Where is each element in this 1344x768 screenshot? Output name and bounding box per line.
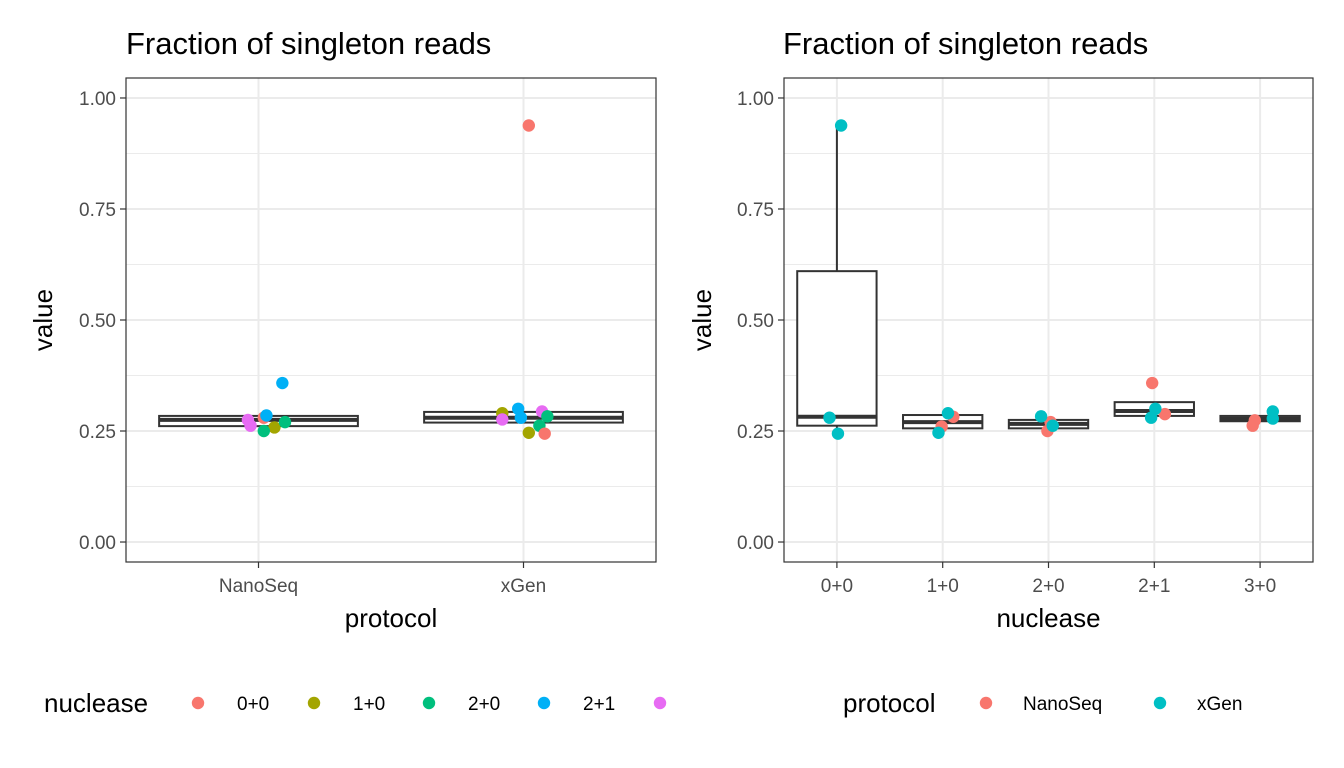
- x-axis-title: nuclease: [996, 603, 1100, 633]
- data-point: [522, 426, 535, 439]
- chart-right-nuclease: 0.00 0.25 0.50 0.75 1.00 0+0 1+0 2+0 2+1 3+0 Fract…: [687, 26, 1314, 718]
- data-point: [1248, 414, 1262, 427]
- data-point: [823, 411, 836, 424]
- y-tick-label: 1.00: [79, 89, 116, 110]
- data-point: [278, 415, 292, 429]
- y-tick-label: 0.75: [737, 200, 774, 221]
- data-point: [941, 407, 955, 420]
- data-point: [1046, 419, 1059, 432]
- y-tick-label: 0.00: [79, 533, 116, 554]
- x-tick-label: 2+1: [1138, 576, 1170, 597]
- chart-title: Fraction of singleton reads: [783, 26, 1148, 61]
- chart-title: Fraction of singleton reads: [126, 26, 491, 61]
- x-tick-label: NanoSeq: [219, 576, 298, 597]
- y-axis-title: value: [28, 289, 58, 351]
- data-point: [514, 411, 528, 424]
- data-point: [1034, 410, 1048, 423]
- legend-key: [422, 696, 436, 710]
- y-tick-label: 0.25: [737, 422, 774, 443]
- data-point: [257, 424, 270, 438]
- legend-key: [307, 696, 321, 710]
- legend-key: [653, 696, 667, 710]
- x-tick-label: 1+0: [927, 576, 959, 597]
- y-tick-label: 0.25: [79, 422, 116, 443]
- data-point: [496, 413, 509, 426]
- data-point: [260, 409, 273, 422]
- y-tick-label: 0.75: [79, 200, 116, 221]
- data-point: [244, 419, 257, 432]
- x-tick-label: 0+0: [821, 576, 853, 597]
- legend-key: [1153, 696, 1167, 710]
- y-tick-label: 0.00: [737, 533, 774, 554]
- x-tick-label: xGen: [501, 576, 546, 597]
- data-point: [834, 119, 848, 132]
- data-point: [538, 427, 551, 440]
- data-point: [1149, 402, 1162, 416]
- legend-key: [979, 696, 993, 710]
- data-point: [831, 427, 845, 440]
- legend: nuclease 0+0 1+0 2+0 2+1: [44, 688, 667, 718]
- data-point: [1266, 412, 1279, 425]
- y-tick-label: 0.50: [737, 311, 774, 332]
- legend-label: xGen: [1197, 694, 1242, 715]
- y-tick-label: 1.00: [737, 89, 774, 110]
- chart-left-protocol: 0.00 0.25 0.50 0.75 1.00 NanoSeq xGen Fraction …: [28, 26, 667, 718]
- legend-title: nuclease: [44, 688, 148, 718]
- box-0+0: [796, 125, 878, 434]
- data-point: [932, 426, 945, 439]
- data-point: [522, 119, 535, 132]
- data-point: [268, 421, 281, 434]
- legend-label: 2+1: [583, 694, 615, 715]
- legend-label: NanoSeq: [1023, 694, 1102, 715]
- data-point: [276, 376, 289, 390]
- legend-label: 1+0: [353, 694, 385, 715]
- y-axis-title: value: [687, 289, 717, 351]
- data-point: [541, 410, 554, 423]
- legend-key: [191, 696, 205, 710]
- x-tick-label: 3+0: [1244, 576, 1276, 597]
- legend-label: 0+0: [237, 694, 269, 715]
- x-tick-label: 2+0: [1032, 576, 1064, 597]
- y-tick-label: 0.50: [79, 311, 116, 332]
- legend-label: 2+0: [468, 694, 500, 715]
- data-point: [1158, 407, 1172, 421]
- x-axis-title: protocol: [345, 603, 438, 633]
- legend-title: protocol: [843, 688, 936, 718]
- box-body: [796, 270, 878, 427]
- data-point: [1145, 376, 1159, 390]
- legend: protocol NanoSeq xGen: [843, 688, 1242, 718]
- legend-key: [537, 696, 551, 710]
